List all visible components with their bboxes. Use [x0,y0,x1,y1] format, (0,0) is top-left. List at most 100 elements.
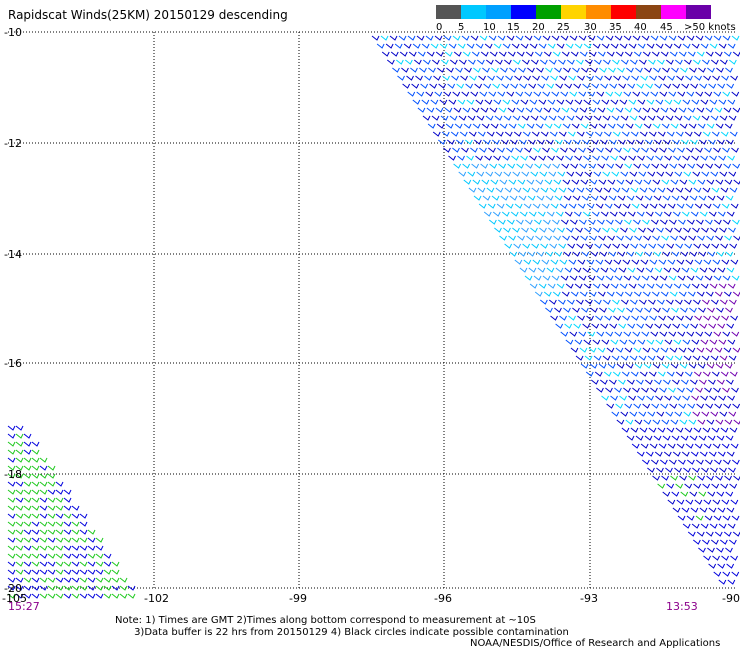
wind-barb [508,235,516,241]
wind-barb [566,227,574,233]
wind-barb [484,155,492,161]
wind-barb [71,521,80,527]
wind-barb [632,275,641,281]
wind-barb [698,307,706,313]
wind-barb [103,561,112,567]
wind-barb [451,75,459,81]
wind-barb [111,585,120,591]
wind-barb [520,155,528,161]
wind-barb [631,259,640,265]
wind-barb [598,235,606,241]
wind-barb [659,275,668,281]
wind-barb [680,195,689,201]
wind-barb [560,35,569,41]
wind-barb [686,91,695,97]
wind-barb [693,243,702,249]
wind-barb [673,283,682,289]
wind-barb [637,99,646,105]
wind-barb [590,379,599,385]
wind-barb [626,67,634,73]
legend-color-bar [436,5,711,19]
wind-barb [87,577,96,583]
wind-barb [95,537,104,543]
wind-barb [15,529,24,535]
wind-barb [63,513,72,519]
wind-barb [524,275,533,281]
wind-barb [568,203,577,209]
wind-barb [119,577,128,583]
wind-barb [421,99,430,105]
wind-barb [614,331,623,337]
wind-barb [662,435,671,441]
wind-barb [570,107,579,113]
wind-barb [705,163,714,169]
wind-barb [723,531,732,537]
wind-barb [688,123,697,129]
wind-barb [613,75,621,81]
wind-barb [665,467,673,473]
wind-barb [448,99,457,105]
wind-barb [681,83,690,89]
wind-barb [561,291,570,297]
wind-barb [616,235,624,241]
wind-barb [569,275,578,281]
wind-barb [598,363,607,369]
wind-barb [651,403,660,409]
wind-barb [484,99,493,105]
wind-barb [446,67,454,73]
wind-barb [506,147,514,153]
wind-barb [690,507,699,513]
wind-barb [15,489,24,495]
wind-barb [692,539,701,545]
wind-barb [692,115,701,121]
wind-barb [15,441,24,447]
wind-barb [722,571,731,577]
wind-barb [575,171,584,177]
wind-barb [607,123,616,129]
wind-barb [728,59,737,65]
wind-barb [511,99,520,105]
wind-barb [436,123,445,129]
wind-barb [709,283,718,289]
wind-barb [688,363,697,369]
wind-barb [708,507,717,513]
wind-barb [586,75,594,81]
wind-barb [684,131,693,137]
wind-barb [628,339,637,345]
wind-barb [611,227,619,233]
wind-barb [622,203,631,209]
wind-barb [526,123,535,129]
wind-barb [657,427,666,433]
wind-barb [677,35,686,41]
wind-barb [524,147,532,153]
wind-barb [716,67,724,73]
wind-barb [7,481,16,487]
wind-barb [445,123,454,129]
wind-barb [659,331,668,337]
wind-barb [604,315,612,321]
wind-barb [727,283,736,289]
wind-barb [692,355,701,361]
wind-barb [464,67,472,73]
wind-barb [707,307,715,313]
wind-barb [522,243,531,249]
wind-barb [426,107,435,113]
wind-barb [632,387,640,393]
wind-barb [679,475,687,481]
wind-barb [536,251,545,257]
wind-barb [656,227,664,233]
wind-barb [614,387,622,393]
wind-barb [506,91,515,97]
wind-barb [641,147,649,153]
wind-barb [610,283,619,289]
wind-barb [713,515,722,521]
wind-barb [501,211,510,217]
wind-barb [23,505,32,511]
wind-barb [657,483,666,489]
wind-barb [623,219,632,225]
wind-barb [695,275,704,281]
wind-barb [385,43,394,49]
wind-barb [635,139,644,145]
wind-barb [685,443,694,449]
wind-barb [567,131,576,137]
